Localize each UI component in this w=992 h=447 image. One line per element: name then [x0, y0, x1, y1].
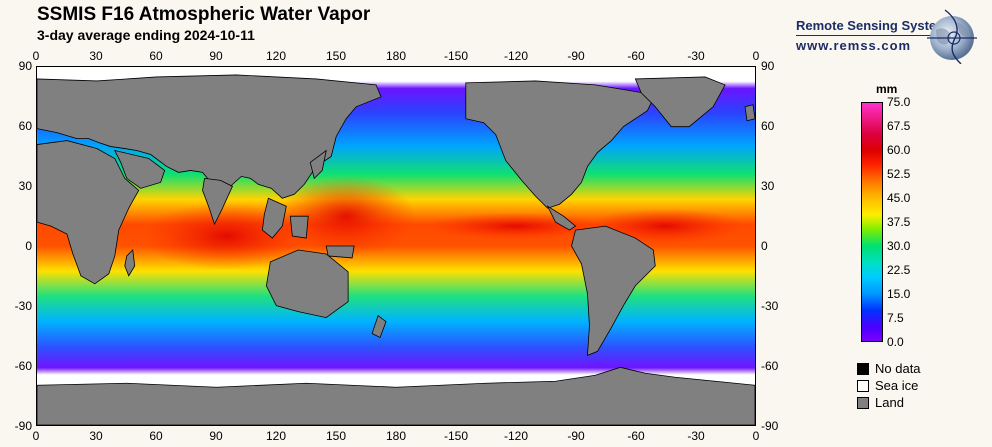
top-lon-tick: -30: [687, 49, 705, 63]
eurasia-land: [37, 74, 382, 201]
bottom-lon-tick: 90: [209, 429, 223, 443]
left-lat-tick: -30: [14, 299, 32, 313]
land-swatch: [857, 397, 869, 409]
colorbar-label: 0.0: [887, 335, 904, 349]
bottom-lon-tick: -150: [443, 429, 469, 443]
bottom-lon-tick: 0: [752, 429, 760, 443]
bottom-lon-tick: 180: [385, 429, 407, 443]
colorbar-label: 37.5: [887, 215, 911, 229]
colorbar-label: 67.5: [887, 119, 911, 133]
map-subtitle: 3-day average ending 2024-10-11: [37, 27, 255, 43]
map-title: SSMIS F16 Atmospheric Water Vapor: [37, 4, 371, 25]
colorbar-label: 30.0: [887, 239, 911, 253]
left-lat-tick: 60: [18, 119, 32, 133]
colorbar-label: 60.0: [887, 143, 911, 157]
bottom-lon-tick: -30: [687, 429, 705, 443]
uk-land: [744, 104, 755, 122]
colorbar: [861, 102, 883, 342]
right-lat-tick: 0: [761, 239, 768, 253]
borneo-land: [289, 215, 309, 239]
right-lat-tick: -30: [761, 299, 779, 313]
top-lon-tick: -90: [567, 49, 585, 63]
colorbar-unit: mm: [876, 82, 898, 96]
greenland-land: [634, 76, 726, 128]
left-lat-tick: 0: [25, 239, 32, 253]
colorbar-label: 7.5: [887, 311, 904, 325]
madagascar-land: [124, 249, 136, 277]
newzealand-land: [371, 314, 387, 339]
india-land: [202, 177, 233, 226]
bottom-lon-tick: -60: [627, 429, 645, 443]
no-data-swatch: [857, 363, 869, 375]
left-lat-tick: 90: [18, 59, 32, 73]
warm-pool-pacific: [276, 176, 416, 256]
globe-logo-icon: [927, 8, 977, 65]
legend-label: Land: [875, 395, 904, 410]
legend-label: No data: [875, 361, 921, 376]
bottom-lon-tick: 150: [325, 429, 347, 443]
top-lon-tick: -120: [503, 49, 529, 63]
antarctica-land: [37, 366, 755, 425]
bottom-lon-tick: -90: [567, 429, 585, 443]
bottom-lon-tick: 120: [265, 429, 287, 443]
indonesia-land: [261, 197, 287, 239]
arabia-land: [114, 149, 166, 189]
australia-land: [265, 249, 349, 319]
right-lat-tick: 60: [761, 119, 775, 133]
japan-land: [309, 149, 327, 180]
colorbar-label: 75.0: [887, 95, 911, 109]
central-america-land: [546, 205, 577, 231]
south-america-land: [571, 225, 656, 356]
top-lon-tick: 90: [209, 49, 223, 63]
colorbar-label: 15.0: [887, 287, 911, 301]
africa-land: [37, 140, 140, 285]
water-vapor-map[interactable]: [36, 66, 756, 426]
colorbar-label: 22.5: [887, 263, 911, 277]
right-lat-tick: -60: [761, 359, 779, 373]
logo-name: Remote Sensing Systems: [796, 18, 955, 33]
top-lon-tick: 120: [265, 49, 287, 63]
right-lat-tick: -90: [761, 419, 779, 433]
top-lon-tick: 0: [32, 49, 40, 63]
logo-divider: [796, 35, 954, 36]
top-lon-tick: 60: [149, 49, 163, 63]
right-lat-tick: 30: [761, 179, 775, 193]
colorbar-label: 52.5: [887, 167, 911, 181]
right-lat-tick: 90: [761, 59, 775, 73]
bottom-lon-tick: 60: [149, 429, 163, 443]
bottom-lon-tick: 30: [89, 429, 103, 443]
legend-label: Sea ice: [875, 378, 919, 393]
top-lon-tick: 30: [89, 49, 103, 63]
top-lon-tick: 150: [325, 49, 347, 63]
top-lon-tick: -60: [627, 49, 645, 63]
logo-url: www.remss.com: [796, 38, 912, 53]
top-lon-tick: 180: [385, 49, 407, 63]
bottom-lon-tick: -120: [503, 429, 529, 443]
newguinea-land: [325, 245, 355, 259]
left-lat-tick: -90: [14, 419, 32, 433]
sea-ice-swatch: [857, 380, 869, 392]
top-lon-tick: -150: [443, 49, 469, 63]
land-masses: [37, 74, 755, 425]
left-lat-tick: 30: [18, 179, 32, 193]
top-lon-tick: 0: [752, 49, 760, 63]
colorbar-label: 45.0: [887, 191, 911, 205]
bottom-lon-tick: 0: [32, 429, 40, 443]
left-lat-tick: -60: [14, 359, 32, 373]
